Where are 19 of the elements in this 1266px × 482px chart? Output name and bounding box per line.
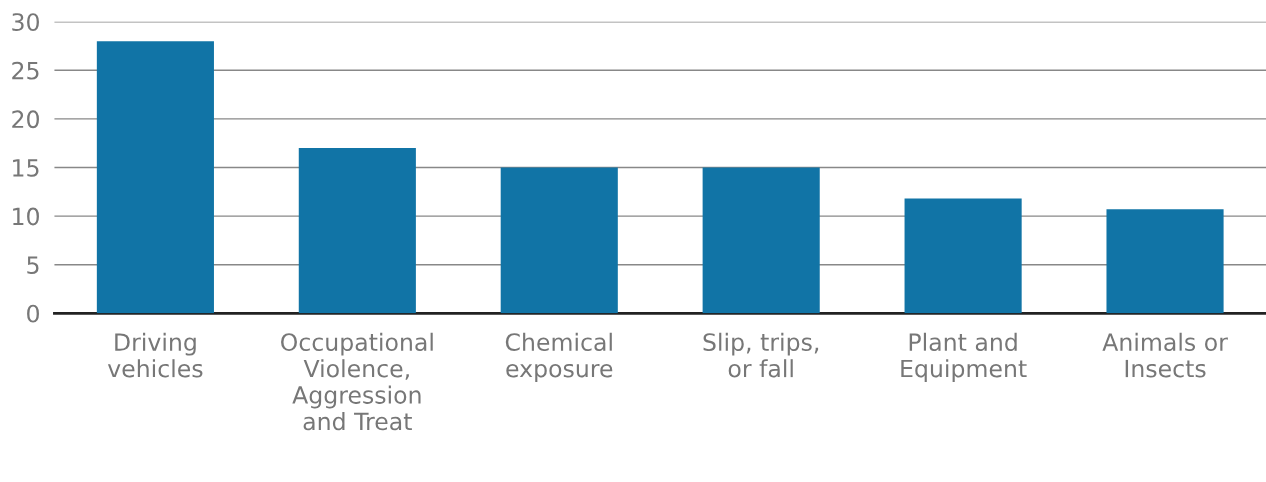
x-tick-label: Occupational Violence, Aggression and Treat [281, 332, 433, 431]
bar [500, 167, 618, 314]
x-tick-label: Plant and Equipment [901, 332, 1027, 383]
y-tick-label: 25 [12, 61, 39, 80]
bar [904, 198, 1022, 314]
bar [298, 148, 416, 314]
x-tick-label: Driving vehicles [107, 332, 203, 378]
y-tick-label: 15 [13, 159, 39, 177]
y-tick-label: 10 [13, 207, 39, 226]
y-tick-label: 30 [12, 13, 39, 31]
x-tick-label: Animals or Insects [1102, 332, 1228, 378]
bar [702, 167, 820, 314]
bar [96, 41, 214, 314]
y-tick-label: 0 [27, 304, 39, 323]
x-tick-label: Chemical exposure [505, 332, 613, 383]
y-tick-label: 5 [27, 256, 39, 274]
y-tick-label: 20 [12, 110, 39, 129]
x-tick-label: Slip, trips, or fall [703, 332, 819, 378]
bar [1106, 209, 1224, 314]
